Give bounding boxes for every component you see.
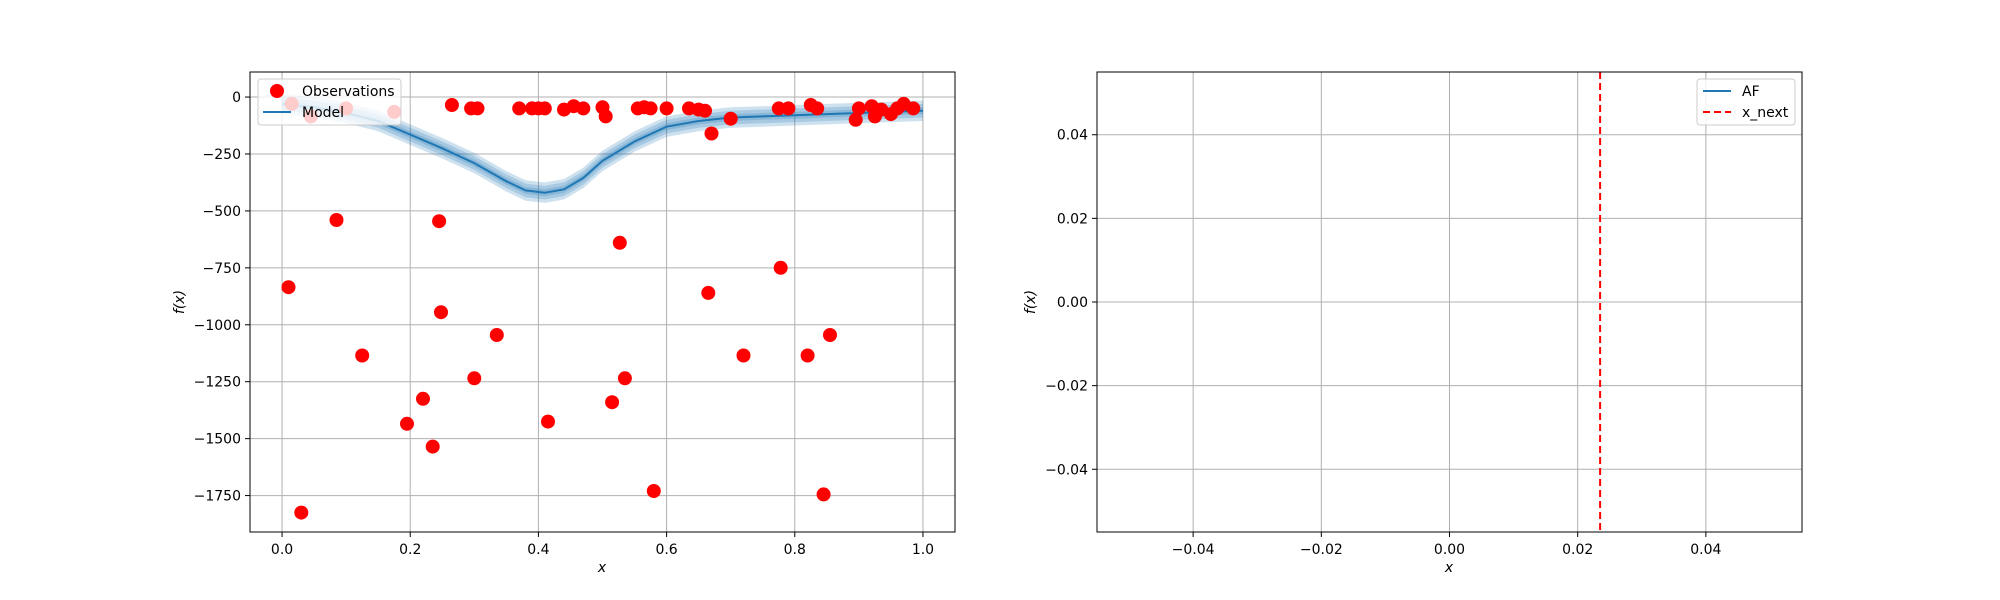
observation-point [489, 328, 504, 342]
x-tick-label: 0.02 [1562, 542, 1593, 558]
y-tick-label: −0.02 [1045, 379, 1088, 395]
observation-point [773, 260, 788, 275]
x-tick-label: 0.8 [784, 542, 806, 558]
legend-model-label: Model [302, 105, 344, 121]
confidence-band [282, 93, 923, 203]
y-tick-label: −1750 [194, 489, 241, 505]
right-y-ticks: 0.04 0.02 0.00 −0.02 −0.04 [1045, 128, 1097, 478]
observation-point [605, 395, 620, 410]
y-tick-label: 0.00 [1057, 295, 1088, 311]
left-model-line [281, 102, 924, 194]
y-tick-label: −1000 [194, 318, 241, 334]
x-tick-label: 0.4 [527, 542, 549, 558]
observation-point [467, 371, 482, 386]
right-x-axis-label: x [1444, 560, 1454, 576]
left-observation-points [281, 96, 921, 520]
observation-point [701, 285, 716, 300]
left-y-axis-label: f(x) [172, 290, 188, 314]
observation-point [612, 235, 627, 250]
observation-point [432, 214, 447, 229]
x-tick-label: 0.00 [1434, 542, 1465, 558]
right-y-axis-label: f(x) [1023, 290, 1039, 314]
observation-point [400, 416, 414, 431]
observation-point [355, 348, 370, 363]
observation-point [781, 101, 796, 116]
y-tick-label: 0 [232, 90, 241, 106]
right-grid [1097, 72, 1802, 532]
observation-point [643, 101, 658, 116]
left-chart: 0.0 0.2 0.4 0.6 0.8 1.0 0 −250 −500 −750 −1000 −12… [172, 71, 956, 576]
x-tick-label: −0.02 [1300, 542, 1343, 558]
observation-point [659, 101, 674, 116]
y-tick-label: 0.04 [1057, 128, 1088, 144]
observation-point [425, 439, 440, 454]
legend-x-next-label: x_next [1742, 105, 1789, 121]
observation-point [416, 391, 430, 406]
left-x-axis-label: x [597, 560, 607, 576]
observation-point [800, 348, 815, 363]
legend-observations-label: Observations [302, 84, 395, 100]
observation-point [598, 109, 613, 124]
observation-point [810, 101, 825, 116]
observation-point [816, 487, 831, 502]
observation-point [329, 213, 344, 227]
observation-point [723, 111, 738, 126]
confidence-band [282, 97, 923, 200]
right-legend: AF x_next [1696, 78, 1796, 126]
observation-point [771, 101, 786, 116]
observation-point [537, 101, 552, 116]
observation-point [736, 348, 751, 363]
left-x-ticks: 0.0 0.2 0.4 0.6 0.8 1.0 [271, 532, 934, 558]
left-axes-frame [249, 71, 956, 533]
legend-observations-marker [270, 84, 284, 98]
x-tick-label: 0.0 [271, 542, 293, 558]
right-chart: −0.04 −0.02 0.00 0.02 0.04 0.04 0.02 0.00 −0.02… [1023, 71, 1803, 576]
observation-point [617, 371, 632, 386]
y-tick-label: −250 [203, 147, 241, 163]
observation-point [646, 484, 661, 498]
left-grid [250, 72, 955, 532]
left-legend: Observations Model [257, 78, 402, 126]
observation-point [576, 101, 591, 116]
observation-point [434, 305, 448, 320]
legend-af-label: AF [1742, 84, 1760, 100]
x-tick-label: 0.04 [1690, 542, 1721, 558]
y-tick-label: −500 [203, 204, 241, 220]
left-legend-box [257, 78, 402, 126]
observation-point [281, 280, 296, 295]
x-tick-label: 0.6 [655, 542, 677, 558]
y-tick-label: −0.04 [1045, 462, 1088, 478]
observation-point [444, 98, 459, 112]
observation-point [541, 414, 555, 429]
x-tick-label: 0.2 [399, 542, 421, 558]
x-tick-label: 1.0 [912, 542, 934, 558]
left-y-ticks: 0 −250 −500 −750 −1000 −1250 −1500 −1750 [194, 90, 250, 505]
x-tick-label: −0.04 [1172, 542, 1215, 558]
observation-point [512, 101, 527, 116]
observation-point [848, 112, 863, 127]
y-tick-label: −1500 [194, 432, 241, 448]
observation-point [906, 101, 921, 116]
observation-point [823, 328, 837, 342]
y-tick-label: −750 [203, 261, 241, 277]
right-x-ticks: −0.04 −0.02 0.00 0.02 0.04 [1172, 532, 1722, 558]
observation-point [698, 103, 712, 118]
observation-point [470, 101, 485, 116]
left-plot-area [250, 72, 955, 532]
y-tick-label: 0.02 [1057, 211, 1088, 227]
observation-point [851, 101, 866, 116]
observation-point [294, 505, 309, 520]
observation-point [704, 126, 719, 141]
y-tick-label: −1250 [194, 375, 241, 391]
